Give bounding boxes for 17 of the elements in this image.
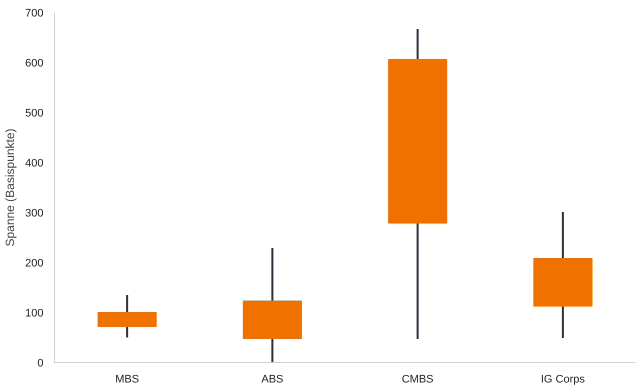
y-tick-label: 100 — [25, 308, 44, 320]
x-tick-label: CMBS — [402, 374, 434, 386]
candlestick — [533, 211, 592, 339]
x-tick-label: ABS — [261, 374, 284, 386]
y-tick-label: 200 — [25, 258, 44, 270]
y-tick-label: 300 — [25, 208, 44, 220]
y-tick-label: 0 — [37, 358, 44, 370]
y-tick-label: 400 — [25, 158, 44, 170]
y-tick-label: 700 — [25, 8, 44, 20]
candlestick — [98, 294, 157, 338]
y-tick-label: 500 — [25, 108, 44, 120]
x-tick-label: IG Corps — [540, 374, 586, 386]
y-tick-label: 600 — [25, 58, 44, 70]
y-axis-title: Spanne (Basispunkte) — [3, 128, 18, 247]
candlestick — [388, 28, 448, 340]
x-tick-label: MBS — [115, 374, 140, 386]
candlestick — [242, 247, 302, 362]
